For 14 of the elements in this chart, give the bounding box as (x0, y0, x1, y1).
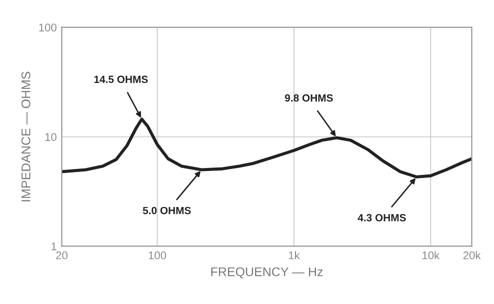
x-tick-label: 1k (288, 251, 300, 260)
x-tick-label: 20k (463, 251, 481, 260)
annotation: 5.0 OHMS (142, 206, 191, 214)
y-tick-label: 1 (52, 242, 56, 250)
annotation: 14.5 OHMS (94, 76, 148, 84)
x-tick-label: 20 (56, 251, 68, 260)
y-axis-title: IMPEDANCE — OHMS (21, 72, 30, 202)
x-tick-label: 100 (148, 251, 166, 260)
annotation: 9.8 OHMS (284, 94, 333, 102)
annotation: 4.3 OHMS (358, 214, 406, 222)
x-tick-label: 10k (422, 251, 440, 260)
y-tick-label: 10 (45, 133, 56, 141)
y-tick-label: 100 (39, 24, 56, 32)
x-axis-title: FREQUENCY — Hz (211, 267, 323, 278)
